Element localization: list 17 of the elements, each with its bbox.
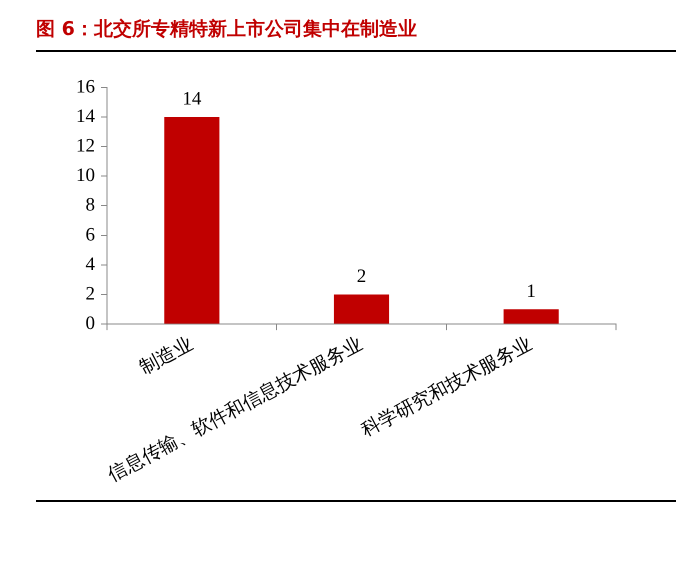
y-tick-label: 8 — [86, 194, 95, 216]
bar — [334, 294, 390, 324]
y-tick-label: 14 — [76, 106, 96, 127]
x-tick-label: 制造业 — [136, 333, 197, 379]
y-tick-label: 16 — [76, 76, 95, 98]
data-label: 2 — [356, 266, 366, 287]
data-label: 1 — [526, 280, 536, 302]
y-tick-label: 12 — [76, 136, 95, 157]
y-tick-label: 2 — [86, 283, 95, 304]
bar — [504, 309, 559, 324]
y-tick-label: 10 — [76, 165, 95, 186]
chart-title: 图 6：北交所专精特新上市公司集中在制造业 — [36, 16, 676, 52]
bar — [164, 116, 220, 324]
data-label: 14 — [182, 88, 202, 110]
y-tick-label: 0 — [86, 313, 95, 334]
y-tick-label: 6 — [86, 224, 95, 246]
y-tick-label: 4 — [86, 254, 96, 275]
